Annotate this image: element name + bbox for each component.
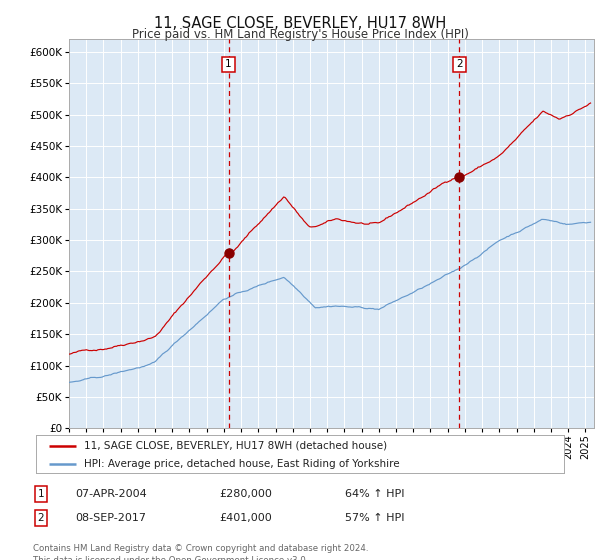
Text: 2: 2: [456, 59, 463, 69]
Text: 1: 1: [225, 59, 232, 69]
Text: £280,000: £280,000: [219, 489, 272, 499]
Text: 1: 1: [37, 489, 44, 499]
Text: Price paid vs. HM Land Registry's House Price Index (HPI): Price paid vs. HM Land Registry's House …: [131, 28, 469, 41]
Text: Contains HM Land Registry data © Crown copyright and database right 2024.
This d: Contains HM Land Registry data © Crown c…: [33, 544, 368, 560]
Text: HPI: Average price, detached house, East Riding of Yorkshire: HPI: Average price, detached house, East…: [83, 459, 399, 469]
Text: 07-APR-2004: 07-APR-2004: [75, 489, 147, 499]
Text: 11, SAGE CLOSE, BEVERLEY, HU17 8WH: 11, SAGE CLOSE, BEVERLEY, HU17 8WH: [154, 16, 446, 31]
Text: 57% ↑ HPI: 57% ↑ HPI: [345, 513, 404, 523]
Text: £401,000: £401,000: [219, 513, 272, 523]
Text: 64% ↑ HPI: 64% ↑ HPI: [345, 489, 404, 499]
Text: 08-SEP-2017: 08-SEP-2017: [75, 513, 146, 523]
Text: 2: 2: [37, 513, 44, 523]
Text: 11, SAGE CLOSE, BEVERLEY, HU17 8WH (detached house): 11, SAGE CLOSE, BEVERLEY, HU17 8WH (deta…: [83, 441, 386, 451]
